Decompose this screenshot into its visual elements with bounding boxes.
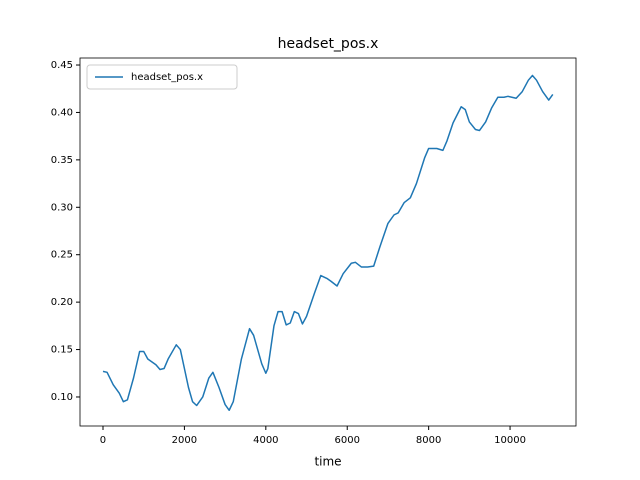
y-tick-label: 0.45 [51,60,73,71]
x-tick-label: 10000 [494,435,526,446]
y-tick-label: 0.40 [51,107,73,118]
line [102,74,554,412]
x-tick-label: 4000 [253,435,278,446]
legend-box [86,64,238,90]
y-tick-label: 0.15 [51,345,73,356]
y-tick-label: 0.25 [51,250,73,261]
x-tick-label: 0 [100,435,106,446]
y-tick-label: 0.10 [51,392,73,403]
y-tick-label: 0.35 [51,155,73,166]
x-axis-label: time [314,455,341,469]
legend-label: headset_pos.x [131,72,203,83]
chart-title: headset_pos.x [278,36,379,52]
plot-frame [79,57,577,427]
y-tick-label: 0.20 [51,297,73,308]
x-tick-label: 8000 [416,435,441,446]
y-tick-label: 0.30 [51,202,73,213]
x-tick-label: 6000 [335,435,360,446]
x-tick-label: 2000 [172,435,197,446]
